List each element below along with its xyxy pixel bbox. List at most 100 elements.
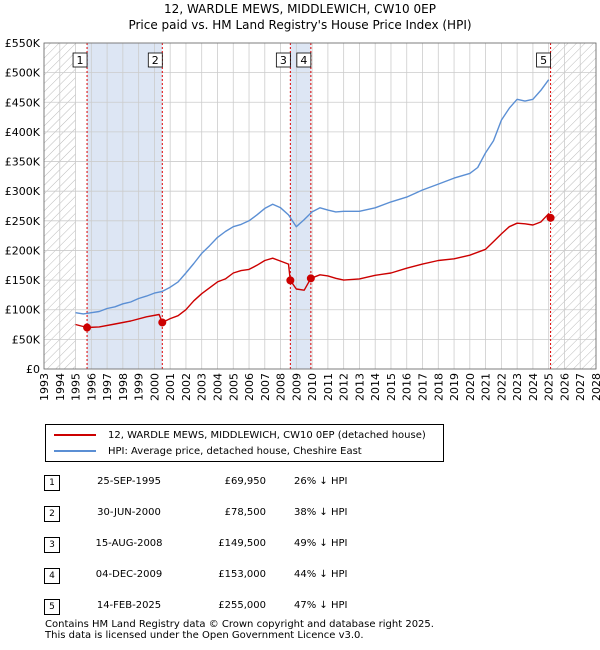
y-tick-label: £400K bbox=[5, 126, 41, 139]
x-tick-label: 1993 bbox=[38, 373, 51, 401]
plot-border bbox=[43, 42, 597, 370]
row-number-badge: 2 bbox=[44, 506, 60, 522]
sale-point bbox=[546, 213, 555, 222]
x-tick-label: 2005 bbox=[227, 373, 240, 401]
sale-number-label: 2 bbox=[152, 54, 159, 67]
table-row: 5 14-FEB-2025 £255,000 47% ↓ HPI bbox=[44, 596, 444, 616]
table-row: 1 25-SEP-1995 £69,950 26% ↓ HPI bbox=[44, 472, 444, 492]
sale-number-label: 5 bbox=[540, 54, 547, 67]
sale-number-label: 3 bbox=[280, 54, 287, 67]
y-tick-label: £0 bbox=[26, 363, 40, 376]
row-price: £149,500 bbox=[218, 538, 266, 549]
x-tick-label: 2012 bbox=[338, 373, 351, 401]
row-number-badge: 4 bbox=[44, 568, 60, 584]
row-date: 04-DEC-2009 bbox=[95, 569, 163, 580]
sale-point bbox=[158, 318, 167, 327]
row-number-badge: 3 bbox=[44, 537, 60, 553]
x-tick-label: 2015 bbox=[385, 373, 398, 401]
sale-point bbox=[286, 276, 295, 285]
row-hpi-diff: 26% ↓ HPI bbox=[294, 476, 348, 487]
x-tick-label: 2018 bbox=[432, 373, 445, 401]
y-tick-label: £150K bbox=[5, 274, 41, 287]
row-price: £69,950 bbox=[224, 476, 266, 487]
table-row: 3 15-AUG-2008 £149,500 49% ↓ HPI bbox=[44, 534, 444, 554]
row-price: £78,500 bbox=[224, 507, 266, 518]
row-hpi-diff: 38% ↓ HPI bbox=[294, 507, 348, 518]
x-tick-label: 2008 bbox=[275, 373, 288, 401]
x-tick-label: 2011 bbox=[322, 373, 335, 401]
y-tick-label: £300K bbox=[5, 185, 41, 198]
x-tick-label: 2019 bbox=[448, 373, 461, 401]
row-date: 14-FEB-2025 bbox=[96, 600, 162, 611]
row-date: 15-AUG-2008 bbox=[95, 538, 163, 549]
footer: Contains HM Land Registry data © Crown c… bbox=[45, 619, 434, 641]
row-price: £255,000 bbox=[218, 600, 266, 611]
legend-label-property: 12, WARDLE MEWS, MIDDLEWICH, CW10 0EP (d… bbox=[108, 429, 426, 441]
y-tick-label: £500K bbox=[5, 67, 41, 80]
x-tick-label: 2022 bbox=[495, 373, 508, 401]
footer-copyright: Contains HM Land Registry data © Crown c… bbox=[45, 619, 434, 630]
shaded-region bbox=[290, 43, 311, 369]
sale-number-box bbox=[536, 52, 551, 68]
chart-subtitle: Price paid vs. HM Land Registry's House … bbox=[128, 18, 472, 32]
x-tick-label: 2006 bbox=[243, 373, 256, 401]
chart-title: 12, WARDLE MEWS, MIDDLEWICH, CW10 0EP bbox=[164, 2, 436, 16]
legend-label-hpi: HPI: Average price, detached house, Ches… bbox=[108, 445, 362, 457]
x-tick-label: 2000 bbox=[148, 373, 161, 401]
row-price: £153,000 bbox=[218, 569, 266, 580]
row-number-badge: 1 bbox=[44, 475, 60, 491]
row-hpi-diff: 49% ↓ HPI bbox=[294, 538, 348, 549]
x-tick-label: 2017 bbox=[417, 373, 430, 401]
x-tick-label: 2028 bbox=[590, 373, 600, 401]
x-tick-label: 2026 bbox=[558, 373, 571, 401]
y-tick-label: £100K bbox=[5, 304, 41, 317]
sale-point bbox=[306, 274, 315, 283]
row-date: 25-SEP-1995 bbox=[97, 476, 161, 487]
x-tick-label: 2001 bbox=[164, 373, 177, 401]
row-date: 30-JUN-2000 bbox=[97, 507, 161, 518]
sale-number-box bbox=[72, 52, 88, 68]
series-line-hpi bbox=[75, 79, 550, 315]
x-tick-label: 2007 bbox=[259, 373, 272, 401]
shaded-region bbox=[87, 43, 163, 369]
table-row: 4 04-DEC-2009 £153,000 44% ↓ HPI bbox=[44, 565, 444, 585]
x-tick-label: 2014 bbox=[369, 373, 382, 401]
x-tick-label: 2025 bbox=[543, 373, 556, 401]
footer-licence: This data is licensed under the Open Gov… bbox=[45, 630, 364, 641]
legend-swatch-property bbox=[54, 434, 96, 436]
y-tick-label: £50K bbox=[12, 333, 41, 346]
sale-number-box bbox=[275, 52, 291, 68]
y-tick-label: £350K bbox=[5, 156, 41, 169]
x-tick-label: 1999 bbox=[133, 373, 146, 401]
y-tick-label: £550K bbox=[5, 37, 41, 50]
x-tick-label: 2004 bbox=[211, 373, 224, 401]
price-chart: 1 2 3 4 5 £0 £50K £100K £150K £200K £250K £300K £350… bbox=[5, 37, 600, 401]
legend: 12, WARDLE MEWS, MIDDLEWICH, CW10 0EP (d… bbox=[45, 424, 444, 462]
series-line-property bbox=[75, 213, 552, 329]
x-tick-label: 2027 bbox=[574, 373, 587, 401]
x-tick-label: 1995 bbox=[70, 373, 83, 401]
x-tick-label: 1996 bbox=[85, 373, 98, 401]
legend-swatch-hpi bbox=[54, 450, 96, 452]
x-tick-label: 2002 bbox=[180, 373, 193, 401]
x-tick-label: 2023 bbox=[511, 373, 524, 401]
x-tick-label: 1997 bbox=[101, 373, 114, 401]
sale-number-box bbox=[296, 52, 312, 68]
x-tick-label: 2010 bbox=[306, 373, 319, 401]
sale-number-label: 4 bbox=[300, 54, 307, 67]
legend-item-property: 12, WARDLE MEWS, MIDDLEWICH, CW10 0EP (d… bbox=[54, 428, 426, 442]
y-tick-label: £450K bbox=[5, 96, 41, 109]
sale-number-label: 1 bbox=[77, 54, 84, 67]
row-hpi-diff: 47% ↓ HPI bbox=[294, 600, 348, 611]
x-tick-label: 2009 bbox=[290, 373, 303, 401]
y-tick-label: £250K bbox=[5, 215, 41, 228]
row-hpi-diff: 44% ↓ HPI bbox=[294, 569, 348, 580]
table-row: 2 30-JUN-2000 £78,500 38% ↓ HPI bbox=[44, 503, 444, 523]
x-tick-label: 2020 bbox=[464, 373, 477, 401]
x-tick-label: 2024 bbox=[527, 373, 540, 401]
sale-point bbox=[83, 323, 92, 332]
x-tick-label: 2003 bbox=[196, 373, 209, 401]
legend-item-hpi: HPI: Average price, detached house, Ches… bbox=[54, 444, 362, 458]
x-tick-label: 1994 bbox=[54, 373, 67, 401]
